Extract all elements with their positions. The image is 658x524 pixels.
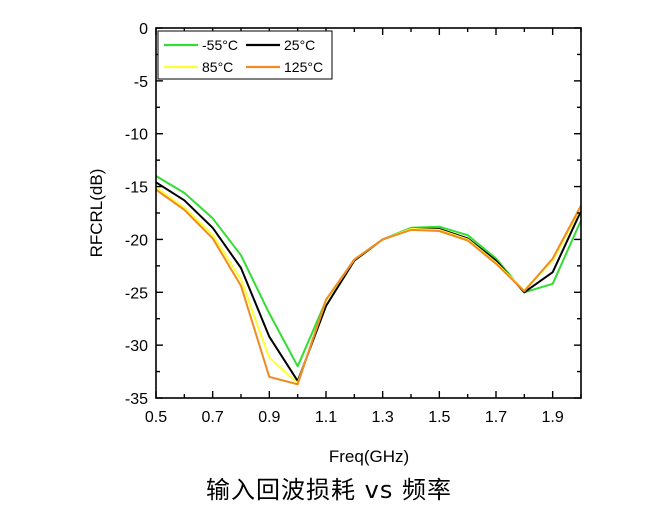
legend: -55°C 25°C 85°C 125°C (157, 30, 333, 80)
y-tick-label: -20 (125, 232, 148, 249)
legend-label-2: 85°C (202, 59, 233, 75)
axes: 0.5 0.7 0.9 1.1 1.3 1.5 1.7 1.9 0 -5 -10 -15 -20 -25 -… (125, 21, 582, 426)
y-tick-label: -25 (125, 285, 148, 302)
x-tick-label: 0.9 (258, 409, 280, 426)
y-tick-label: -10 (125, 127, 148, 144)
plot-frame (155, 27, 582, 399)
x-axis-title: Freq(GHz) (329, 447, 409, 466)
series-line-3 (155, 188, 582, 386)
y-tick-label: 0 (139, 21, 148, 38)
legend-label-1: 25°C (284, 37, 315, 53)
x-tick-label: 0.5 (145, 409, 167, 426)
x-tick-label: 1.9 (542, 409, 564, 426)
x-tick-label: 1.3 (372, 409, 394, 426)
y-tick-label: -5 (134, 74, 148, 91)
legend-label-0: -55°C (202, 37, 238, 53)
x-tick-label: 1.5 (428, 409, 450, 426)
legend-label-3: 125°C (284, 59, 323, 75)
y-axis-title: RFCRL(dB) (87, 169, 106, 258)
x-tick-label: 0.7 (202, 409, 224, 426)
y-tick-label: -30 (125, 338, 148, 355)
chart-caption: 输入回波损耗 vs 频率 (206, 476, 452, 504)
y-tick-label: -35 (125, 391, 148, 408)
series-line-0 (155, 175, 582, 368)
y-tick-label: -15 (125, 180, 148, 197)
series-line-1 (155, 181, 582, 383)
legend-box (157, 30, 333, 80)
plot-area (155, 175, 582, 386)
x-tick-label: 1.1 (315, 409, 337, 426)
x-tick-label: 1.7 (485, 409, 507, 426)
